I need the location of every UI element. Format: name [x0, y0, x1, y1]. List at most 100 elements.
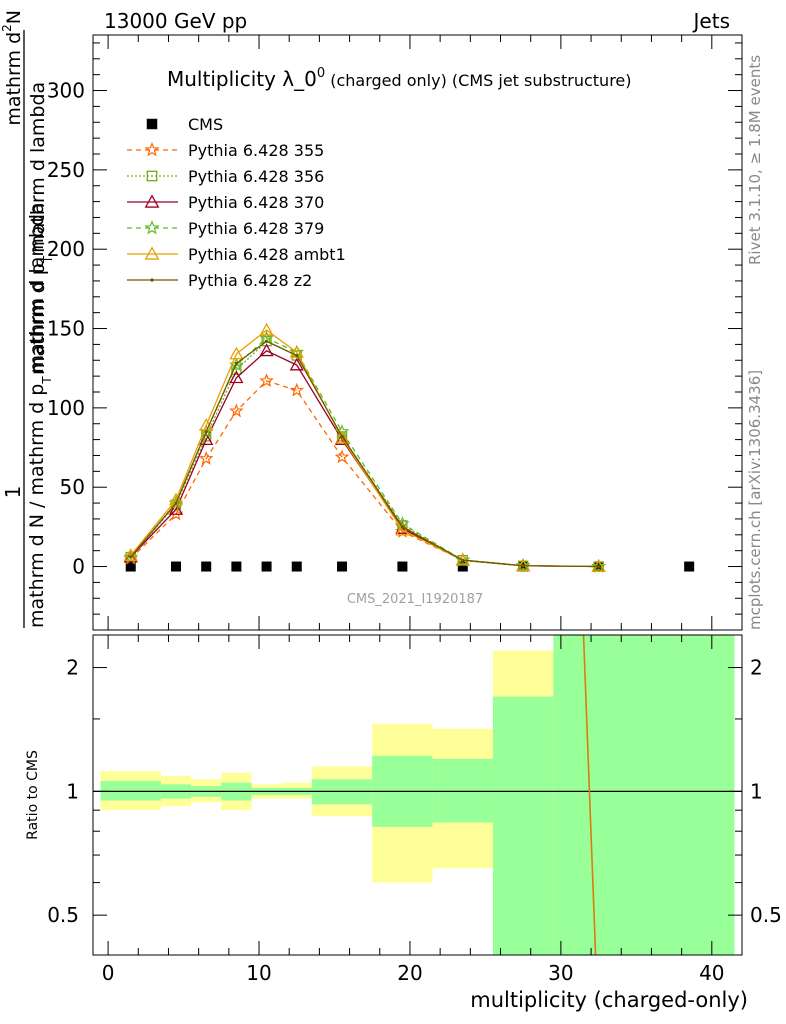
data-point-cms	[397, 561, 408, 572]
data-point-cms	[684, 561, 695, 572]
ratio-stat-uncertainty-band	[553, 635, 735, 955]
ylabel-numerator-mid: mathrm d p	[27, 263, 49, 375]
ratio-y-tick-label: 0.5	[47, 903, 79, 927]
main-y-tick-label: 150	[47, 317, 85, 341]
data-point-pythia-6-428-370	[259, 343, 274, 357]
ylabel-denominator-main: mathrm d N / mathrm d p	[26, 384, 48, 628]
data-point-pythia-6-428-355	[334, 449, 350, 464]
main-y-axis: 0 50 100 150 200 250 300	[47, 42, 742, 615]
data-point-pythia-6-428-z2	[400, 525, 405, 529]
ylabel-numerator-top: mathrm d	[3, 32, 25, 126]
legend-label-pythia-6-428-356: Pythia 6.428 356	[188, 167, 324, 186]
data-point-pythia-6-428-355	[259, 373, 274, 388]
data-point-pythia-6-428-ambt1	[395, 522, 410, 536]
main-y-tick-label: 250	[47, 158, 85, 182]
ratio-y-tick-label-right: 0.5	[750, 903, 782, 927]
main-y-tick-label: 50	[60, 475, 85, 499]
data-point-pythia-6-428-ambt1	[168, 492, 184, 506]
legend-item-pythia-6-428-ambt1: Pythia 6.428 ambt1	[127, 245, 346, 264]
ylabel-numerator-n: N	[3, 10, 25, 24]
data-point-pythia-6-428-z2	[340, 434, 344, 439]
legend-marker-pythia-6-428-z2	[150, 278, 154, 282]
legend-label-pythia-6-428-370: Pythia 6.428 370	[188, 193, 324, 212]
data-point-cms	[171, 561, 182, 572]
data-point-pythia-6-428-z2	[597, 564, 601, 569]
ratio-stat-uncertainty-band	[492, 696, 554, 955]
ylabel-numerator-1: 1	[1, 486, 25, 499]
ratio-x-tick-label: 20	[397, 961, 422, 985]
ratio-plot-content	[93, 635, 742, 955]
ratio-stat-uncertainty-band	[432, 758, 493, 823]
data-point-pythia-6-428-370	[123, 549, 138, 563]
legend-label-pythia-6-428-355: Pythia 6.428 355	[188, 141, 324, 160]
data-point-pythia-6-428-z2	[264, 339, 269, 343]
ylabel-numerator-sub: T	[41, 255, 55, 264]
main-y-tick-label: 200	[47, 237, 85, 261]
legend-marker-pythia-6-428-370	[144, 194, 160, 208]
data-point-pythia-6-428-ambt1	[259, 322, 274, 336]
data-point-cms	[231, 561, 242, 572]
main-panel-frame	[92, 34, 743, 631]
category-label: Jets	[692, 9, 730, 33]
ratio-y-tick-label: 2	[66, 656, 79, 680]
legend-label-cms: CMS	[188, 115, 223, 134]
data-point-cms	[457, 561, 468, 572]
data-point-pythia-6-428-370	[168, 502, 184, 515]
main-x-axis	[107, 35, 713, 630]
legend-label-pythia-6-428-z2: Pythia 6.428 z2	[188, 271, 312, 290]
legend-item-pythia-6-428-356: Pythia 6.428 356	[127, 167, 324, 186]
series-line-pythia-6-428-356	[130, 340, 599, 568]
energy-label: 13000 GeV pp	[104, 9, 247, 33]
data-point-cms	[291, 561, 302, 572]
ratio-y-tick-label: 1	[66, 779, 79, 803]
series-line-pythia-6-428-ambt1	[130, 329, 599, 568]
main-y-tick-label: 300	[47, 79, 85, 103]
data-point-pythia-6-428-z2	[461, 558, 465, 562]
legend-item-pythia-6-428-370: Pythia 6.428 370	[127, 193, 324, 212]
main-y-axis-label: 1 mathrm d2N mathrm d pTmathrm d lambda …	[0, 10, 55, 628]
main-y-tick-label: 0	[72, 555, 85, 579]
data-point-pythia-6-428-379	[515, 558, 531, 572]
data-point-pythia-6-428-z2	[129, 555, 133, 559]
ratio-x-axis: 0 10 20 30 40	[102, 635, 725, 985]
ylabel-denominator: mathrm d N / mathrm d p Tmathrm d lambda	[26, 202, 54, 628]
data-point-cms	[125, 561, 136, 572]
series-pythia-6-428-ambt1	[123, 322, 606, 572]
ylabel-numerator-3: mathrm d pTmathrm d lambda	[27, 82, 55, 375]
ratio-panel: 0.5 0.5 1 1 2 2 0 10 20 30 40 Ratio to CMS multip…	[25, 634, 782, 1012]
ylabel-denominator-tail: mathrm d lambda	[26, 202, 48, 373]
ylabel-numerator-2: mathrm d2N	[0, 10, 25, 126]
data-point-pythia-6-428-ambt1	[334, 430, 350, 444]
data-point-pythia-6-428-z2	[234, 361, 238, 366]
analysis-id-label: CMS_2021_I1920187	[347, 592, 483, 607]
ratio-y-axis-label: Ratio to CMS	[25, 750, 41, 840]
legend-marker-pythia-6-428-379	[144, 220, 160, 235]
data-point-pythia-6-428-370	[289, 357, 304, 371]
data-point-pythia-6-428-z2	[521, 564, 525, 568]
data-point-pythia-6-428-355	[229, 403, 244, 418]
ratio-stat-uncertainty-band	[100, 780, 161, 801]
data-point-pythia-6-428-z2	[174, 501, 178, 505]
mcplots-label: mcplots.cern.ch [arXiv:1306.3436]	[746, 370, 764, 630]
data-point-pythia-6-428-ambt1	[289, 344, 304, 358]
chart-title-sup: 0	[317, 66, 325, 81]
ylabel-numerator-tail: mathrm d lambda	[27, 82, 49, 253]
legend-marker-pythia-6-428-355	[144, 142, 160, 157]
main-y-tick-label: 100	[47, 396, 85, 420]
ratio-y-tick-label-right: 2	[750, 656, 763, 680]
data-point-pythia-6-428-z2	[295, 353, 299, 358]
series-cms	[125, 561, 695, 572]
data-point-pythia-6-428-ambt1	[229, 346, 244, 360]
legend-item-pythia-6-428-379: Pythia 6.428 379	[127, 219, 324, 238]
data-point-cms	[337, 561, 348, 572]
legend-marker-pythia-6-428-ambt1	[144, 246, 160, 260]
legend-item-pythia-6-428-355: Pythia 6.428 355	[127, 141, 324, 160]
data-point-pythia-6-428-370	[334, 432, 350, 446]
series-pythia-6-428-z2	[129, 339, 601, 569]
series-pythia-6-428-379	[123, 330, 606, 573]
data-point-pythia-6-428-ambt1	[123, 548, 138, 561]
x-axis-label: multiplicity (charged-only)	[470, 988, 748, 1012]
ratio-series-line	[582, 635, 597, 955]
